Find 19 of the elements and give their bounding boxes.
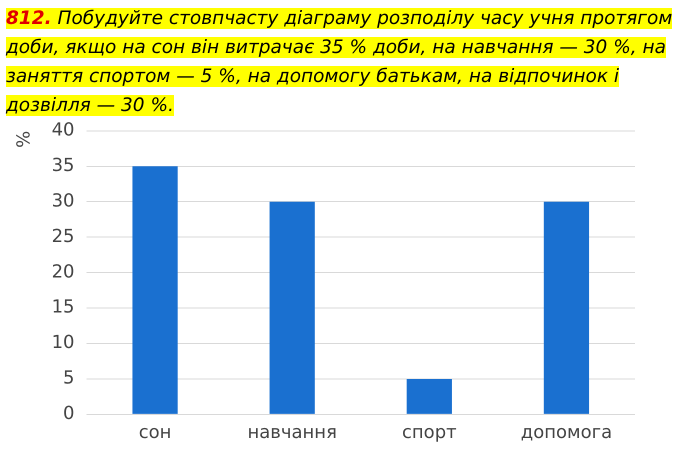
y-axis-title: % — [13, 130, 34, 148]
chart-title: 812. Побудуйте стовпчасту діаграму розподілу часу учня протягом доби, якщо на сон він витрачає 35 % доби, на навчання — 30 %, на заняття спортом — 5 %, на допомогу батькам, на відпочинок і дозвілля — 30 %. — [6, 8, 672, 116]
y-tick-label: 20 — [52, 261, 75, 282]
bar — [406, 378, 452, 414]
x-tick-label: спорт — [402, 422, 457, 443]
y-tick-label: 10 — [52, 332, 75, 354]
bar — [544, 202, 590, 414]
y-tick-label: 15 — [52, 296, 75, 318]
y-tick-label: 30 — [52, 190, 75, 212]
y-tick-label: 5 — [63, 368, 75, 389]
x-tick-label: сон — [138, 422, 172, 443]
y-tick-label: 35 — [52, 154, 75, 176]
y-tick-label: 40 — [52, 119, 75, 140]
bar — [270, 202, 315, 414]
bar — [132, 166, 178, 414]
y-tick-label: 25 — [52, 226, 75, 247]
x-tick-label: навчання — [247, 422, 337, 443]
x-tick-label: допомога — [520, 422, 612, 443]
y-tick-label: 0 — [63, 403, 75, 424]
